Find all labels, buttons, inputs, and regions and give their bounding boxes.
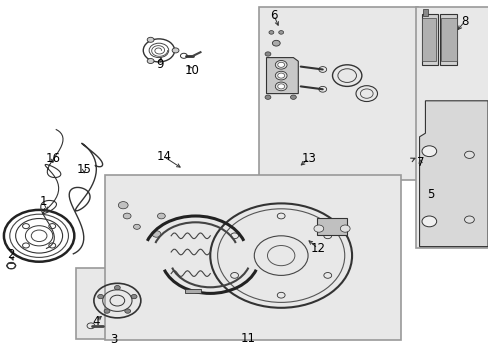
Text: 2: 2 [7, 248, 15, 261]
Circle shape [118, 202, 128, 209]
Circle shape [340, 225, 349, 232]
Polygon shape [423, 9, 427, 16]
Text: 8: 8 [460, 15, 468, 28]
Circle shape [114, 285, 120, 290]
Circle shape [133, 224, 140, 229]
Circle shape [147, 58, 154, 63]
Circle shape [277, 73, 284, 78]
Circle shape [268, 31, 273, 34]
Circle shape [421, 216, 436, 227]
Circle shape [278, 31, 283, 34]
Polygon shape [266, 58, 298, 94]
Circle shape [172, 48, 179, 53]
Text: 15: 15 [77, 163, 91, 176]
Circle shape [464, 151, 473, 158]
Text: 12: 12 [310, 242, 325, 255]
Circle shape [98, 294, 103, 299]
Polygon shape [421, 14, 437, 65]
Text: 6: 6 [269, 9, 277, 22]
Bar [259, 7, 417, 180]
Circle shape [277, 62, 284, 67]
Circle shape [124, 309, 130, 313]
Bar [76, 268, 154, 339]
Polygon shape [419, 101, 487, 247]
Circle shape [264, 95, 270, 99]
Text: 3: 3 [109, 333, 117, 346]
Text: 16: 16 [45, 152, 60, 165]
Circle shape [464, 216, 473, 223]
Text: 9: 9 [156, 58, 164, 71]
Circle shape [421, 146, 436, 157]
Circle shape [131, 294, 137, 299]
Polygon shape [440, 18, 456, 61]
Bar [415, 7, 488, 248]
Text: 5: 5 [426, 188, 433, 201]
Circle shape [152, 231, 161, 237]
Text: 14: 14 [156, 150, 171, 163]
Polygon shape [184, 289, 201, 293]
Bar [105, 175, 400, 340]
Text: 4: 4 [92, 315, 100, 328]
Circle shape [277, 84, 284, 89]
Circle shape [157, 213, 165, 219]
Text: 7: 7 [416, 156, 424, 169]
Circle shape [290, 95, 296, 99]
Circle shape [313, 225, 323, 232]
Circle shape [123, 213, 131, 219]
Circle shape [104, 309, 110, 313]
Text: 13: 13 [301, 152, 316, 165]
Polygon shape [316, 218, 346, 235]
Polygon shape [421, 18, 435, 61]
Circle shape [275, 60, 286, 69]
Polygon shape [439, 14, 456, 65]
Circle shape [264, 52, 270, 56]
Circle shape [275, 82, 286, 91]
Circle shape [147, 37, 154, 42]
Text: 10: 10 [184, 64, 199, 77]
Circle shape [272, 40, 280, 46]
Text: 1: 1 [39, 195, 47, 208]
Text: 11: 11 [241, 332, 255, 345]
Circle shape [275, 71, 286, 80]
